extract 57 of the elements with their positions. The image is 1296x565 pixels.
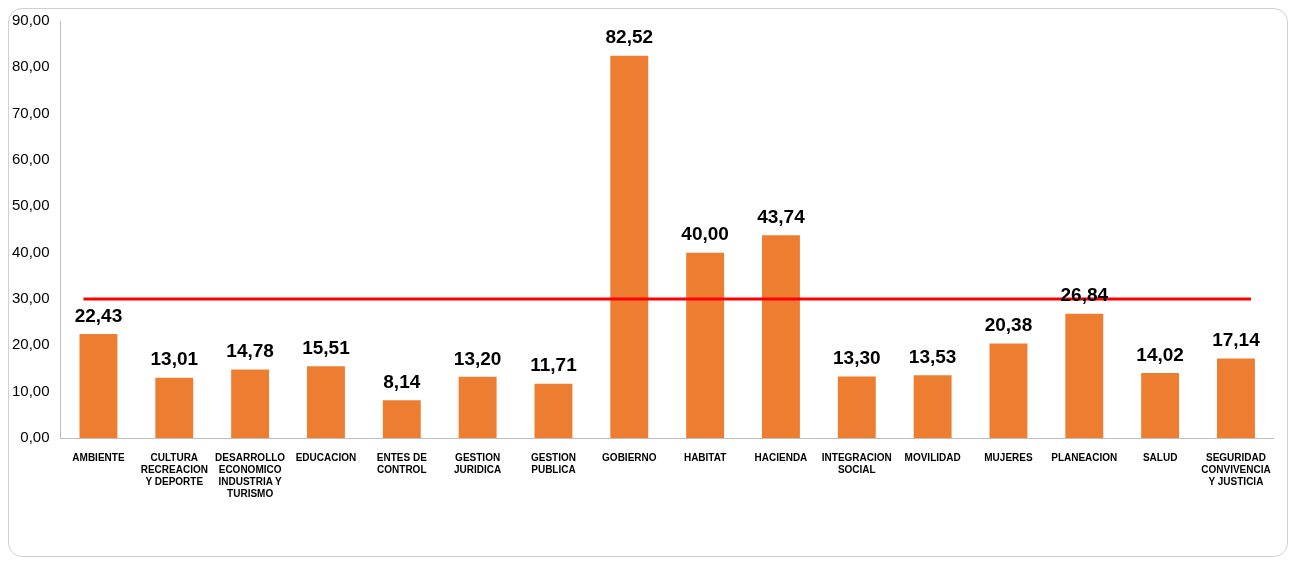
- bar: [231, 369, 270, 438]
- y-tick-label: 70,00: [11, 103, 50, 121]
- x-tick-label: MUJERES: [984, 451, 1033, 463]
- x-tick-label: GESTION PUBLICA: [530, 451, 576, 475]
- data-label: 22,43: [74, 304, 123, 326]
- x-tick-label: GESTION JURIDICA: [454, 451, 502, 475]
- bar: [534, 383, 573, 438]
- bar: [382, 400, 421, 438]
- x-tick-label: ENTES DE CONTROL: [376, 451, 428, 475]
- data-label: 8,14: [383, 371, 421, 393]
- x-tick-label: DESARROLLO ECONOMICO INDUSTRIA Y TURISMO: [215, 451, 286, 499]
- bar: [989, 343, 1028, 438]
- data-label: 40,00: [681, 223, 729, 245]
- x-tick-label: PLANEACION: [1051, 451, 1118, 463]
- x-tick-label: AMBIENTE: [72, 451, 125, 463]
- data-label: 82,52: [605, 26, 654, 48]
- y-tick-label: 50,00: [11, 196, 50, 214]
- y-tick-label: 40,00: [11, 242, 50, 260]
- x-tick-label: EDUCACION: [295, 451, 357, 463]
- bar: [610, 55, 649, 438]
- y-tick-label: 30,00: [11, 289, 50, 307]
- x-tick-label: GOBIERNO: [602, 451, 657, 463]
- bar: [1141, 373, 1180, 438]
- bar: [155, 377, 194, 438]
- data-label: 15,51: [302, 336, 351, 358]
- bar: [837, 376, 876, 438]
- data-label: 11,71: [530, 354, 578, 376]
- bar: [79, 334, 118, 438]
- y-tick-label: 60,00: [11, 150, 50, 168]
- data-label: 13,30: [833, 347, 881, 369]
- data-label: 13,01: [150, 348, 199, 370]
- x-tick-label: SEGURIDAD CONVIVENCIA Y JUSTICIA: [1201, 451, 1271, 487]
- data-label: 13,20: [453, 347, 502, 369]
- x-tick-label: SALUD: [1142, 451, 1178, 463]
- bar: [458, 376, 497, 438]
- data-label: 13,53: [908, 346, 957, 368]
- data-label: 14,78: [226, 340, 274, 362]
- y-tick-label: 90,00: [11, 11, 50, 29]
- data-label: 20,38: [984, 314, 1033, 336]
- data-label: 17,14: [1212, 329, 1261, 351]
- x-tick-label: MOVILIDAD: [904, 451, 961, 463]
- bar: [1065, 313, 1104, 438]
- y-tick-label: 80,00: [11, 57, 50, 75]
- bar: [913, 375, 952, 438]
- x-tick-label: INTEGRACION SOCIAL: [821, 451, 892, 475]
- y-tick-label: 10,00: [11, 381, 50, 399]
- x-tick-label: CULTURA RECREACION Y DEPORTE: [140, 451, 208, 487]
- data-label: 14,02: [1136, 343, 1184, 365]
- bar: [307, 366, 345, 438]
- x-tick-label: HABITAT: [683, 451, 727, 463]
- bar: [686, 252, 725, 438]
- x-tick-label: HACIENDA: [754, 451, 808, 463]
- y-tick-label: 20,00: [11, 335, 50, 353]
- bar: [762, 235, 800, 438]
- bar: [1217, 358, 1255, 438]
- y-tick-label: 0,00: [20, 428, 50, 446]
- data-label: 43,74: [757, 206, 806, 228]
